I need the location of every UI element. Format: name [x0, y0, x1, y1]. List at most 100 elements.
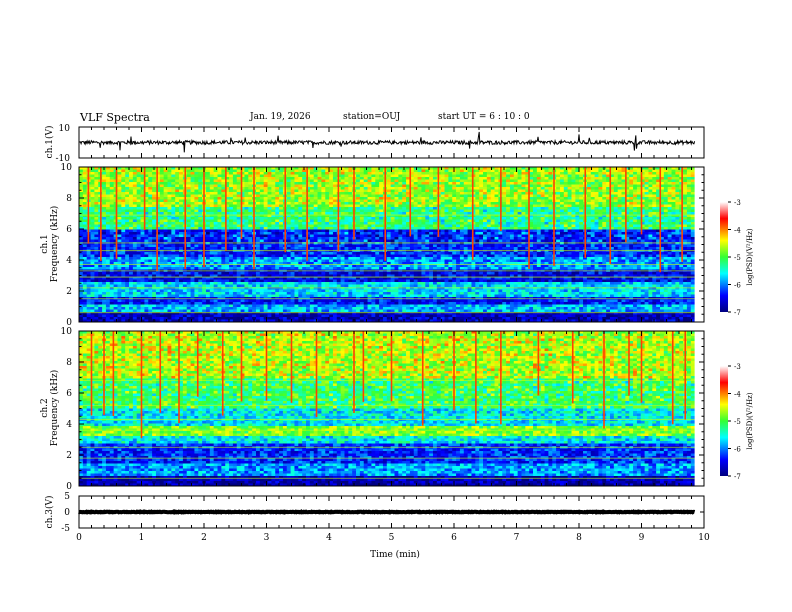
- spectrogram-cell: [664, 180, 668, 183]
- spectrogram-cell: [333, 230, 337, 233]
- spectrogram-cell: [102, 220, 106, 223]
- spectrogram-cell: [421, 175, 425, 178]
- spectrogram-cell: [495, 202, 499, 205]
- spectrogram-cell: [495, 220, 499, 223]
- spectrogram-cell: [391, 195, 395, 198]
- spectrogram-cell: [414, 185, 418, 188]
- spectrogram-cell: [314, 210, 318, 213]
- spectrogram-cell: [321, 230, 325, 233]
- spectrogram-cell: [448, 225, 452, 228]
- spectrogram-cell: [464, 172, 468, 175]
- spectrogram-cell: [125, 230, 129, 233]
- spectrogram-cell: [595, 175, 599, 178]
- spectrogram-cell: [387, 200, 391, 203]
- spectrogram-cell: [556, 232, 560, 235]
- spectrogram-cell: [629, 177, 633, 180]
- spectrogram-cell: [375, 197, 379, 200]
- spectrogram-cell: [429, 207, 433, 210]
- spectrogram-cell: [194, 230, 198, 233]
- spectrogram-cell: [541, 227, 545, 230]
- spectrogram-cell: [271, 232, 275, 235]
- spectrogram-cell: [264, 202, 268, 205]
- spectrogram-cell: [294, 180, 298, 183]
- spectrogram-cell: [475, 210, 479, 213]
- spectrogram-cell: [521, 212, 525, 215]
- spectrogram-cell: [579, 222, 583, 225]
- spectrogram-cell: [479, 172, 483, 175]
- spectrogram-cell: [395, 230, 399, 233]
- spectrogram-cell: [218, 172, 222, 175]
- spectrogram-cell: [618, 200, 622, 203]
- spectrogram-cell: [148, 207, 152, 210]
- spectrogram-cell: [618, 212, 622, 215]
- spectrogram-cell: [271, 227, 275, 230]
- spectrogram-cell: [495, 207, 499, 210]
- spectrogram-cell: [514, 170, 518, 173]
- spectrogram-cell: [541, 222, 545, 225]
- spectrogram-cell: [387, 212, 391, 215]
- spectrogram-cell: [344, 227, 348, 230]
- spectrogram-cell: [152, 200, 156, 203]
- spectrogram-cell: [398, 175, 402, 178]
- spectrogram-cell: [268, 222, 272, 225]
- spectrogram-cell: [425, 205, 429, 208]
- spectrogram-cell: [460, 230, 464, 233]
- spectrogram-cell: [310, 182, 314, 185]
- spectrogram-cell: [475, 227, 479, 230]
- spectrogram-cell: [691, 207, 695, 210]
- spectrogram-cell: [233, 195, 237, 198]
- spectrogram-cell: [321, 205, 325, 208]
- spectrogram-cell: [356, 187, 360, 190]
- spectrogram-cell: [556, 182, 560, 185]
- spectrogram-cell: [637, 175, 641, 178]
- spectrogram-cell: [591, 232, 595, 235]
- spectrogram-cell: [194, 190, 198, 193]
- spectrogram-cell: [418, 232, 422, 235]
- spectrogram-cell: [264, 212, 268, 215]
- spectrogram-cell: [360, 190, 364, 193]
- spectrogram-cell: [310, 225, 314, 228]
- spectrogram-cell: [691, 172, 695, 175]
- spectrogram-cell: [618, 205, 622, 208]
- spectrogram-cell: [79, 217, 83, 220]
- spectrogram-cell: [675, 230, 679, 233]
- spectrogram-cell: [652, 192, 656, 195]
- spectrogram-cell: [321, 180, 325, 183]
- spectrogram-cell: [129, 200, 133, 203]
- spectrogram-cell: [402, 192, 406, 195]
- spectrogram-cell: [614, 232, 618, 235]
- spectrogram-cell: [271, 170, 275, 173]
- spectrogram-cell: [602, 210, 606, 213]
- spectrogram-cell: [648, 212, 652, 215]
- spectrogram-cell: [356, 195, 360, 198]
- spectrogram-cell: [271, 212, 275, 215]
- spectrogram-cell: [652, 227, 656, 230]
- spectrogram-cell: [341, 222, 345, 225]
- spectrogram-cell: [133, 212, 137, 215]
- spectrogram-cell: [487, 205, 491, 208]
- spectrogram-cell: [460, 205, 464, 208]
- spectrogram-cell: [414, 192, 418, 195]
- spectrogram-cell: [368, 190, 372, 193]
- spectrogram-cell: [379, 172, 383, 175]
- spectrogram-cell: [314, 220, 318, 223]
- spectrogram-cell: [191, 182, 195, 185]
- spectrogram-cell: [271, 182, 275, 185]
- spectrogram-cell: [271, 225, 275, 228]
- spectrogram-cell: [125, 175, 129, 178]
- spectrogram-cell: [244, 207, 248, 210]
- spectrogram-cell: [164, 192, 168, 195]
- spectrogram-cell: [687, 175, 691, 178]
- spectrogram-cell: [514, 222, 518, 225]
- spectrogram-cell: [572, 220, 576, 223]
- spectrogram-cell: [206, 197, 210, 200]
- spectrogram-cell: [464, 195, 468, 198]
- spectrogram-cell: [395, 232, 399, 235]
- spectrogram-cell: [360, 232, 364, 235]
- spectrogram-cell: [310, 230, 314, 233]
- spectrogram-cell: [321, 175, 325, 178]
- spectrogram-cell: [148, 185, 152, 188]
- spectrogram-cell: [314, 207, 318, 210]
- spectrogram-cell: [448, 175, 452, 178]
- spectrogram-cell: [487, 177, 491, 180]
